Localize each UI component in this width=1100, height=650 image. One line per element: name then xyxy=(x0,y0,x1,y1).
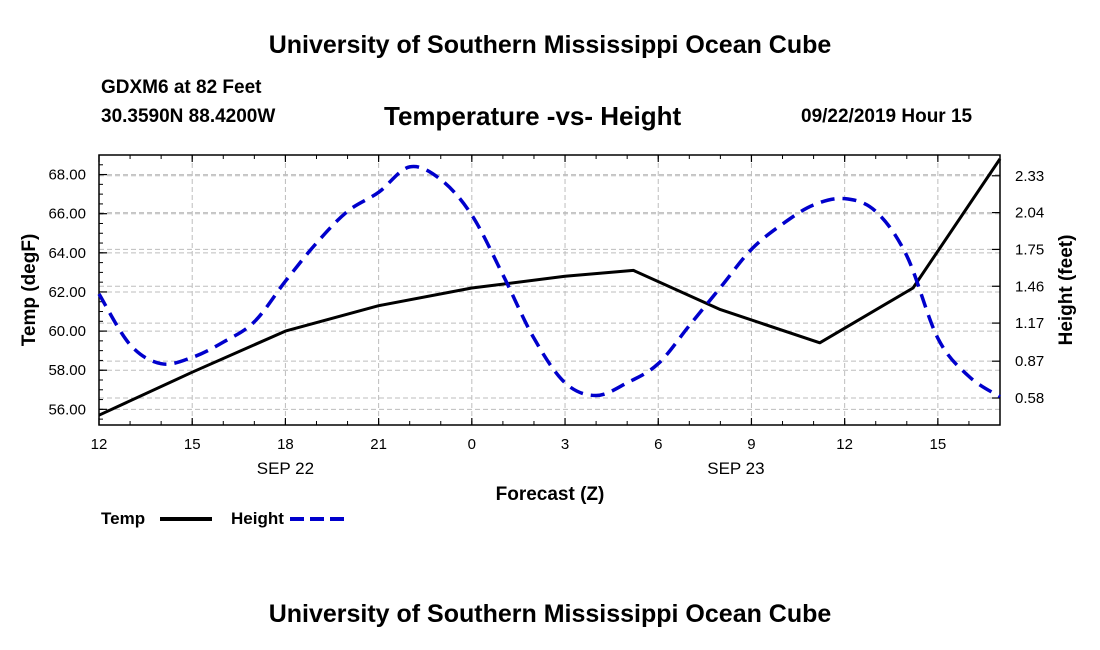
y2-tick-label: 0.87 xyxy=(1015,353,1044,370)
legend-temp-swatch xyxy=(160,517,212,521)
x-tick-label: 6 xyxy=(654,436,662,453)
y-tick-label: 56.00 xyxy=(48,401,86,418)
y2-tick-label: 2.04 xyxy=(1015,205,1044,222)
x-tick-label: 0 xyxy=(468,436,476,453)
y2-axis-label: Height (feet) xyxy=(1056,235,1077,346)
x-tick-label: 15 xyxy=(930,436,947,453)
forecast-datetime: 09/22/2019 Hour 15 xyxy=(801,106,973,127)
x-tick-label: 18 xyxy=(277,436,294,453)
y-tick-label: 64.00 xyxy=(48,245,86,262)
x-tick-label: 12 xyxy=(836,436,853,453)
y2-tick-label: 0.58 xyxy=(1015,390,1044,407)
y-tick-label: 58.00 xyxy=(48,362,86,379)
y-tick-label: 62.00 xyxy=(48,284,86,301)
chart-title: Temperature -vs- Height xyxy=(384,101,682,131)
footer-title: University of Southern Mississippi Ocean… xyxy=(268,600,832,628)
station-name: GDXM6 at 82 Feet xyxy=(101,77,262,98)
axis-layer: 12 15 18 21 0 3 6 9 12 15 SEP 22 SEP 23 56.00 58.00 60… xyxy=(48,155,1044,478)
legend-height-label: Height xyxy=(231,509,284,528)
y-tick-label: 60.00 xyxy=(48,323,86,340)
x-tick-label: 3 xyxy=(561,436,569,453)
y-tick-label: 68.00 xyxy=(48,167,86,184)
y-tick-label: 66.00 xyxy=(48,206,86,223)
x-axis-label: Forecast (Z) xyxy=(496,484,605,505)
x-tick-label: 21 xyxy=(370,436,387,453)
legend-height-swatch xyxy=(290,517,344,521)
series-layer xyxy=(97,158,1002,417)
y2-tick-label: 1.46 xyxy=(1015,278,1044,295)
header-title: University of Southern Mississippi Ocean… xyxy=(268,31,832,59)
y2-tick-label: 2.33 xyxy=(1015,168,1044,185)
legend-temp-label: Temp xyxy=(101,509,146,528)
y2-tick-label: 1.17 xyxy=(1015,315,1044,332)
x-tick-label: 15 xyxy=(184,436,201,453)
x-tick-label: 12 xyxy=(91,436,108,453)
series-line-temp xyxy=(98,158,1002,417)
y2-tick-label: 1.75 xyxy=(1015,241,1044,258)
y-axis-label: Temp (degF) xyxy=(19,234,40,347)
grid-layer xyxy=(98,155,1000,425)
date-label: SEP 22 xyxy=(257,459,314,478)
series-line-height xyxy=(97,164,1001,399)
date-label: SEP 23 xyxy=(707,459,764,478)
plot-frame xyxy=(98,154,1001,426)
x-tick-label: 9 xyxy=(747,436,755,453)
station-coordinates: 30.3590N 88.4200W xyxy=(101,106,276,127)
